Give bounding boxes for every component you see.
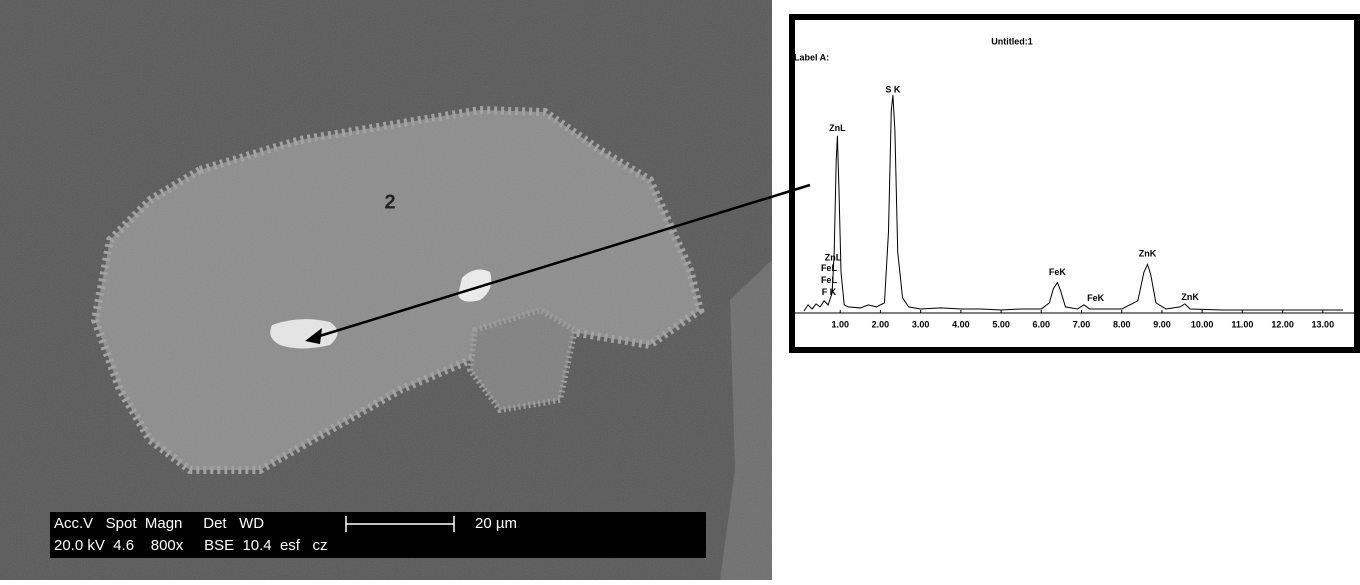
x-tick-label: 10.00 [1191,319,1214,329]
x-tick-label: 3.00 [912,319,930,329]
sem-texture [0,0,772,580]
x-tick-label: 1.00 [831,319,849,329]
grain-label: 2 [384,191,395,213]
x-tick-label: 7.00 [1073,319,1091,329]
peak-label: FeK [1087,293,1105,303]
x-tick-label: 13.00 [1312,319,1335,329]
peak-label: S K [885,85,901,95]
peak-label: FeL [821,263,838,273]
databar: Acc.V Spot Magn Det WD 20.0 kV 4.6 800x … [50,512,706,558]
databar-values: 20.0 kV 4.6 800x BSE 10.4 esf cz [54,537,327,554]
x-tick-label: 6.00 [1033,319,1051,329]
peak-label: ZnL [825,253,842,263]
peak-label: ZnL [829,123,846,133]
figure: 2 Acc.V Spot Magn Det WD 20.0 kV 4.6 800… [0,0,1360,580]
peak-label: FeL [821,275,838,285]
peak-label: F K [822,287,837,297]
peak-label: ZnK [1181,292,1199,302]
peak-label: ZnK [1139,249,1157,259]
spectrum: Untitled:1 Label A: 1.00 2.00 3.00 4.00 5.00… [792,17,1357,350]
sem-image: 2 Acc.V Spot Magn Det WD 20.0 kV 4.6 800… [0,0,772,580]
x-tick-label: 11.00 [1231,319,1253,329]
spectrum-frame [792,17,1357,350]
x-tick-label: 8.00 [1113,319,1131,329]
x-tick-label: 2.00 [872,319,890,329]
x-tick-label: 12.00 [1271,319,1294,329]
peak-label: FeK [1049,267,1067,277]
databar-header: Acc.V Spot Magn Det WD [54,515,264,532]
scale-label: 20 µm [475,515,517,532]
page: 2 Acc.V Spot Magn Det WD 20.0 kV 4.6 800… [0,0,1360,580]
x-tick-label: 4.00 [952,319,970,329]
spectrum-subtitle: Label A: [794,52,829,62]
x-tick-label: 9.00 [1153,319,1171,329]
x-tick-label: 5.00 [992,319,1010,329]
spectrum-title: Untitled:1 [991,36,1033,46]
